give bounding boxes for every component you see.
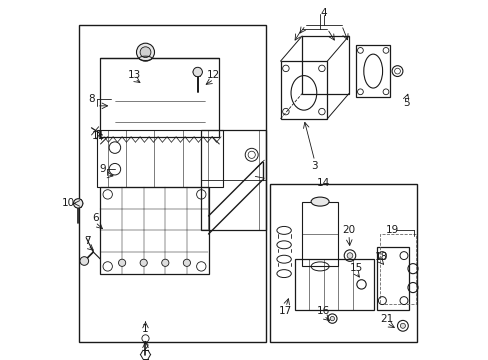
Text: 9: 9 — [99, 164, 105, 174]
Bar — [355, 45, 389, 97]
Text: 11: 11 — [92, 131, 105, 141]
Bar — [97, 130, 223, 187]
Text: 3: 3 — [311, 161, 317, 171]
Text: 12: 12 — [207, 70, 220, 80]
Bar — [302, 36, 348, 94]
Bar — [101, 187, 208, 274]
Circle shape — [183, 259, 190, 266]
Text: 4: 4 — [320, 8, 326, 18]
Text: 14: 14 — [316, 178, 330, 188]
Text: 20: 20 — [342, 225, 355, 235]
Circle shape — [73, 199, 82, 208]
Circle shape — [140, 47, 151, 58]
Circle shape — [140, 259, 147, 266]
Bar — [269, 184, 416, 342]
Bar — [79, 25, 265, 342]
Text: 1: 1 — [142, 324, 148, 334]
Circle shape — [329, 316, 334, 321]
Circle shape — [193, 67, 202, 77]
Text: 21: 21 — [379, 314, 392, 324]
Circle shape — [80, 257, 88, 265]
Bar — [302, 202, 337, 266]
Text: 18: 18 — [374, 252, 387, 262]
Bar — [294, 259, 373, 310]
Text: 8: 8 — [88, 94, 95, 104]
Bar — [376, 247, 408, 310]
Circle shape — [162, 259, 168, 266]
Text: 5: 5 — [403, 98, 409, 108]
Text: 13: 13 — [128, 69, 141, 80]
Bar — [101, 58, 219, 137]
Text: 16: 16 — [316, 306, 330, 316]
Circle shape — [346, 253, 352, 258]
Bar — [379, 234, 415, 304]
Ellipse shape — [310, 197, 328, 206]
Text: 19: 19 — [385, 225, 398, 235]
Text: 6: 6 — [92, 213, 98, 223]
Bar — [201, 130, 265, 230]
Circle shape — [118, 259, 125, 266]
Circle shape — [136, 43, 154, 61]
Text: 17: 17 — [279, 306, 292, 316]
Text: 10: 10 — [62, 198, 75, 208]
Bar — [280, 61, 326, 119]
Circle shape — [400, 323, 405, 328]
Text: 2: 2 — [142, 343, 148, 354]
Text: 15: 15 — [349, 263, 362, 273]
Text: 7: 7 — [84, 236, 91, 246]
